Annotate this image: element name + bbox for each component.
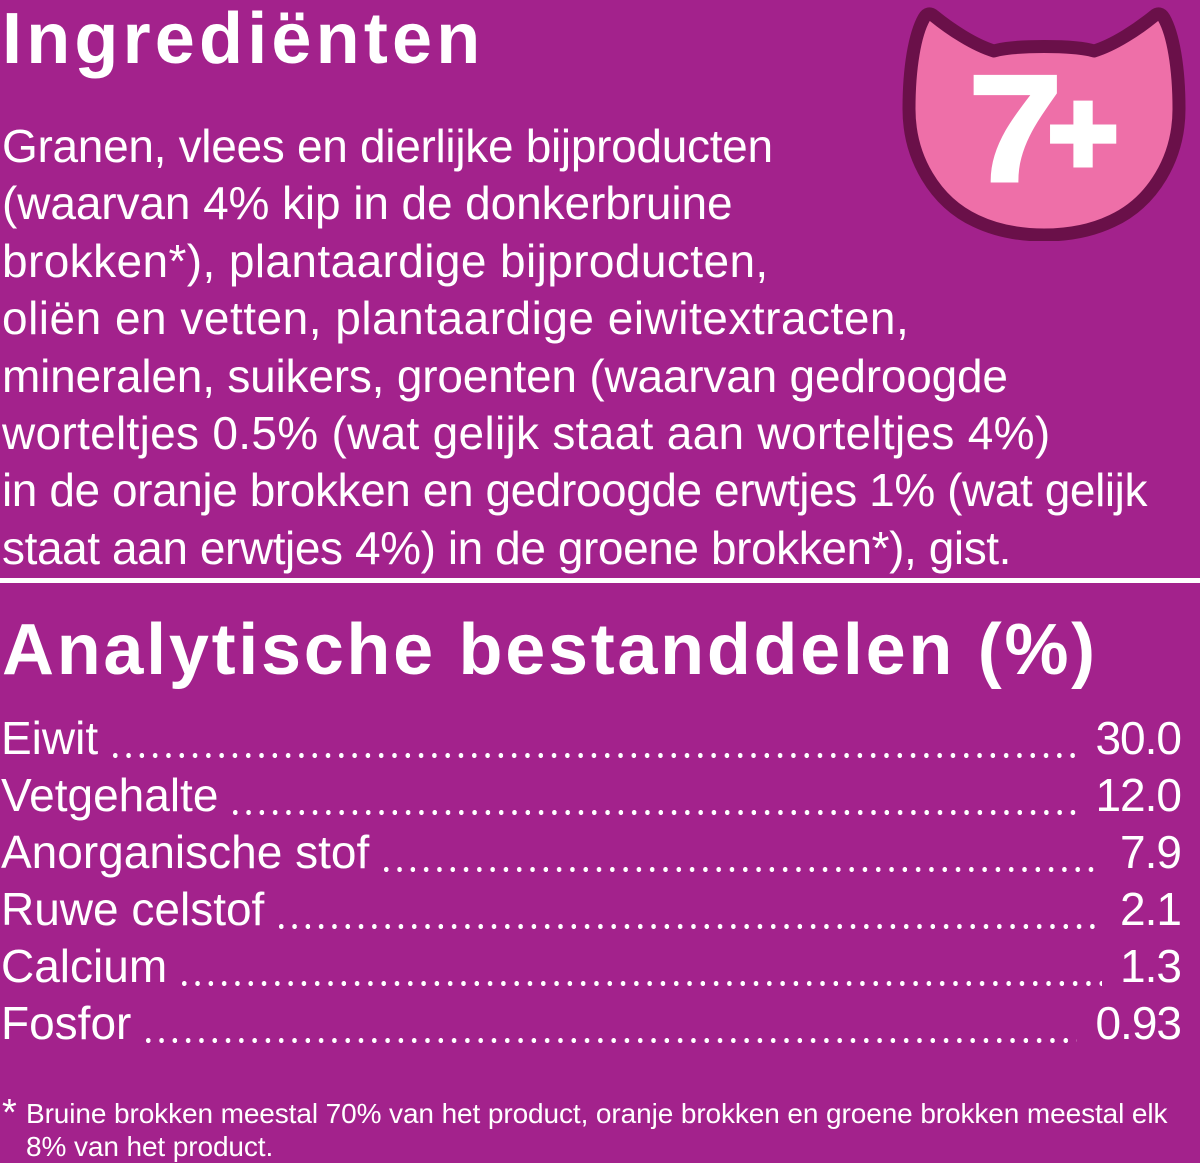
footnote-text: Bruine brokken meestal 70% van het produ… (26, 1098, 1168, 1129)
table-row: Calcium 1.3 (1, 938, 1182, 995)
footnote-line: 8% van het product. (26, 1131, 274, 1162)
row-value: 12.0 (1095, 769, 1182, 821)
row-label: Vetgehalte (1, 769, 219, 821)
ingredients-line: oliën en vetten, plantaardige eiwitextra… (2, 292, 910, 345)
row-value: 7.9 (1120, 826, 1182, 878)
ingredients-line: in de oranje brokken en gedroogde erwtje… (2, 464, 1148, 517)
row-value: 30.0 (1095, 712, 1182, 764)
row-label: Eiwit (1, 712, 99, 764)
row-label: Fosfor (1, 997, 132, 1049)
footnote-line: * Bruine brokken meestal 70% van het prod… (2, 1092, 1182, 1134)
dot-leader (146, 995, 1078, 1052)
analysis-table: Eiwit 30.0 Vetgehalte 12.0 Anorganische … (1, 710, 1182, 1052)
ingredients-line: worteltjes 0.5% (wat gelijk staat aan wo… (2, 406, 1051, 459)
age-badge: 7 + (902, 5, 1186, 241)
age-badge-text: 7 + (902, 5, 1186, 241)
ingredients-line: Granen, vlees en dierlijke bijproducten (2, 120, 773, 172)
cat-head-icon (902, 7, 1186, 241)
footnote-marker: * (2, 1092, 17, 1134)
row-label: Ruwe celstof (1, 883, 265, 935)
ingredients-line: mineralen, suikers, groenten (waarvan ge… (2, 349, 1008, 402)
ingredients-line: (waarvan 4% kip in de donkerbruine (2, 177, 733, 230)
ingredients-text: Granen, vlees en dierlijke bijproducten … (2, 118, 1147, 577)
row-value: 2.1 (1120, 883, 1182, 935)
table-row: Anorganische stof 7.9 (1, 824, 1182, 881)
row-value: 1.3 (1120, 940, 1182, 992)
analysis-title: Analytische bestanddelen (%) (2, 610, 1098, 690)
dot-leader (113, 710, 1078, 767)
table-row: Ruwe celstof 2.1 (1, 881, 1182, 938)
ingredients-line: brokken*), plantaardige bijproducten, (2, 234, 769, 287)
dot-leader (182, 938, 1103, 995)
row-label: Anorganische stof (1, 826, 370, 878)
ingredients-line: staat aan erwtjes 4%) in de groene brokk… (2, 521, 1012, 574)
plus-sign: + (1045, 66, 1121, 200)
table-row: Vetgehalte 12.0 (1, 767, 1182, 824)
table-row: Fosfor 0.93 (1, 995, 1182, 1052)
row-label: Calcium (1, 940, 168, 992)
section-divider (0, 578, 1200, 583)
row-value: 0.93 (1095, 997, 1182, 1049)
dot-leader (279, 881, 1103, 938)
table-row: Eiwit 30.0 (1, 710, 1182, 767)
footnote: * Bruine brokken meestal 70% van het prod… (2, 1092, 1182, 1163)
age-number: 7 (966, 44, 1064, 214)
ingredients-title: Ingrediënten (2, 0, 485, 79)
dot-leader (233, 767, 1078, 824)
dot-leader (384, 824, 1103, 881)
